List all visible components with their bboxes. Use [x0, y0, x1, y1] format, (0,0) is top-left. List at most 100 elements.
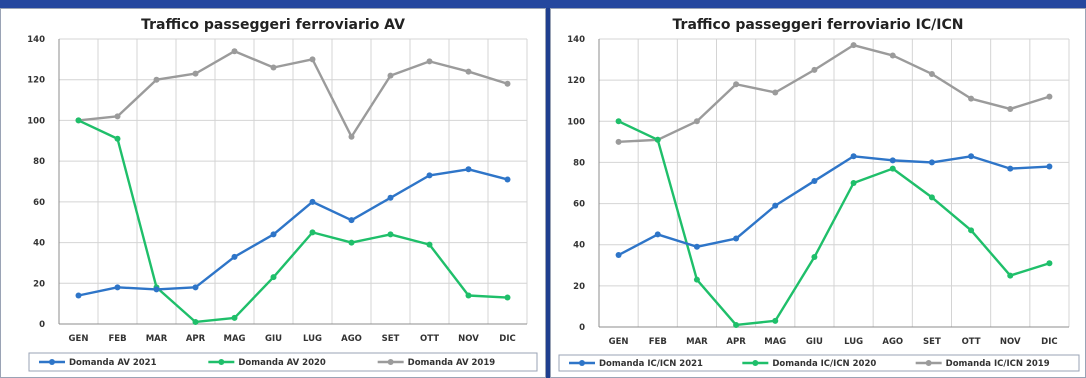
x-tick-label: MAG: [223, 334, 245, 344]
series-point: [387, 194, 394, 201]
legend: [558, 354, 1080, 372]
series-point: [889, 52, 896, 59]
series-line: [78, 50, 508, 138]
x-tick-label: GEN: [609, 337, 629, 347]
series-point: [1046, 163, 1053, 170]
series-point: [1046, 260, 1053, 267]
y-tick-label: 60: [573, 200, 585, 210]
series-point: [850, 153, 857, 160]
y-tick-label: 0: [579, 323, 585, 333]
chart-ic-icn: Traffico passeggeri ferroviario IC/ICN 0…: [558, 17, 1080, 372]
series-point: [968, 95, 975, 102]
series-point: [114, 284, 121, 291]
series-point: [772, 202, 779, 209]
x-tick-label: AGO: [341, 334, 362, 344]
series-point: [811, 254, 818, 261]
series-point: [387, 231, 394, 238]
series-point: [1046, 93, 1053, 100]
series-point: [348, 217, 355, 224]
x-tick-label: LUG: [844, 337, 863, 347]
x-axis: GEN FEB MAR APR MAG GIU LUG AGO SET OTT NOV DIC: [59, 323, 527, 344]
series-point: [75, 117, 82, 124]
series-point: [387, 72, 394, 79]
y-tick-label: 80: [573, 158, 585, 168]
series-point: [733, 321, 740, 328]
series-group: [75, 48, 511, 325]
series-point: [465, 68, 472, 75]
series-point: [465, 292, 472, 299]
series-point: [889, 157, 896, 164]
top-banner: [0, 0, 1086, 8]
series-point: [75, 292, 82, 299]
series-point: [426, 241, 433, 248]
series-point: [270, 274, 277, 281]
gridlines: [58, 38, 528, 325]
series-line: [618, 43, 1050, 144]
series-point: [348, 133, 355, 140]
gridlines: [598, 38, 1070, 328]
x-tick-label: SET: [923, 337, 941, 347]
series-point: [231, 253, 238, 260]
legend-entries: Domanda AV 2021 Domanda AV 2020 Domanda AV…: [39, 358, 495, 368]
series-point: [850, 42, 857, 49]
series-point: [270, 64, 277, 71]
series-point: [968, 153, 975, 160]
y-tick-label: 0: [39, 320, 45, 330]
series-point: [348, 239, 355, 246]
y-tick-label: 140: [567, 35, 585, 45]
series-point: [968, 227, 975, 234]
x-tick-label: OTT: [962, 337, 981, 347]
x-tick-label: FEB: [108, 334, 126, 344]
y-axis: 0 20 40 60 80 100 120 140: [567, 35, 600, 333]
x-tick-label: MAG: [764, 337, 786, 347]
x-tick-label: DIC: [1041, 337, 1057, 347]
legend-label: Domanda IC/ICN 2021: [599, 359, 703, 369]
chart-panel-ic-icn: Traffico passeggeri ferroviario IC/ICN 0…: [550, 8, 1086, 378]
x-tick-label: LUG: [303, 334, 322, 344]
series-point: [654, 231, 661, 238]
series-line: [77, 119, 508, 324]
legend-label: Domanda AV 2021: [69, 358, 157, 368]
x-tick-label: NOV: [1000, 337, 1021, 347]
series-point: [811, 66, 818, 73]
legend-swatch-marker: [49, 359, 55, 365]
series-point: [615, 118, 622, 125]
series-point: [772, 89, 779, 96]
x-tick-label: MAR: [146, 334, 168, 344]
legend: [28, 352, 538, 372]
series-point: [192, 284, 199, 291]
x-tick-label: GIU: [806, 337, 823, 347]
x-tick-label: APR: [726, 337, 746, 347]
x-tick-label: FEB: [649, 337, 667, 347]
series-point: [889, 165, 896, 172]
chart-title: Traffico passeggeri ferroviario AV: [141, 17, 405, 33]
y-tick-label: 40: [33, 239, 45, 249]
series-point: [693, 276, 700, 283]
legend-label: Domanda AV 2019: [408, 358, 496, 368]
series-line: [78, 168, 508, 297]
series-point: [504, 176, 511, 183]
series-point: [615, 138, 622, 145]
series-point: [153, 286, 160, 293]
chart-title: Traffico passeggeri ferroviario IC/ICN: [673, 17, 964, 33]
chart-panel-av: Traffico passeggeri ferroviario AV 0 20 40…: [0, 8, 546, 378]
series-point: [928, 194, 935, 201]
x-tick-label: OTT: [420, 334, 439, 344]
x-tick-label: NOV: [458, 334, 479, 344]
series-point: [850, 180, 857, 186]
y-axis: 0 20 40 60 80 100 120 140: [27, 35, 60, 330]
y-tick-label: 120: [27, 76, 45, 86]
x-tick-label: GEN: [69, 334, 89, 344]
series-point: [192, 318, 199, 325]
y-tick-label: 100: [27, 116, 45, 126]
x-axis: GEN FEB MAR APR MAG GIU LUG AGO SET OTT NOV DIC: [599, 326, 1069, 347]
series-point: [504, 80, 511, 87]
series-point: [693, 118, 700, 125]
y-tick-label: 20: [573, 282, 585, 292]
chart-av: Traffico passeggeri ferroviario AV 0 20 40…: [27, 17, 538, 372]
series-point: [733, 81, 740, 88]
series-point: [426, 58, 433, 65]
legend-label: Domanda AV 2020: [238, 358, 326, 368]
y-tick-label: 120: [567, 76, 585, 86]
x-tick-label: DIC: [499, 334, 515, 344]
